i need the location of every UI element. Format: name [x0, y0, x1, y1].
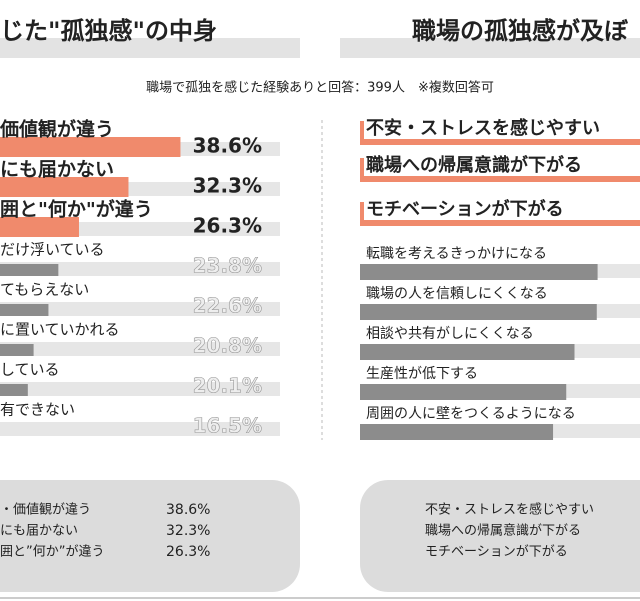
left-title: じた"孤独感"の中身	[0, 17, 217, 45]
value-label: 38.6%	[193, 134, 262, 158]
label-bg	[360, 366, 610, 384]
value-label: 23.8%	[193, 254, 262, 278]
bar-label: 囲と"何か"が違う	[0, 198, 153, 221]
bar-label: だけ浮いている	[0, 241, 105, 259]
bar	[360, 424, 554, 440]
title-band	[340, 38, 640, 58]
bar	[360, 344, 575, 360]
bar	[360, 384, 567, 400]
summary-value: 32.3%	[166, 523, 210, 539]
summary-label: 不安・ストレスを感じやすい	[425, 502, 594, 518]
bar-label: 周囲の人に壁をつくるようになる	[366, 406, 576, 422]
bar-track	[0, 382, 280, 396]
label-bg	[360, 286, 610, 304]
value-label: 20.1%	[193, 374, 262, 398]
label-bg	[360, 246, 610, 264]
bar-label: 生産性が低下する	[366, 366, 478, 382]
bar	[0, 217, 79, 237]
summary-label: 囲と”何か”が違う	[0, 544, 104, 560]
label-bg	[364, 154, 640, 176]
bar	[0, 304, 49, 316]
summary-value: 38.6%	[166, 502, 210, 518]
bar-track	[0, 262, 280, 276]
bar	[0, 137, 181, 157]
bar-label: 職場への帰属意識が下がる	[366, 154, 582, 176]
label-bg	[360, 326, 610, 344]
bar-label: にも届かない	[0, 159, 114, 181]
summary-label: ・価値観が違う	[0, 502, 91, 518]
subtitle: 職場で孤独を感じた経験ありと回答：399人 ※複数回答可	[146, 80, 494, 96]
summary-label: 職場への帰属意識が下がる	[425, 523, 581, 539]
label-bg	[364, 198, 640, 220]
bar-label: に置いていかれる	[0, 321, 120, 339]
bar-label: 転職を考えるきっかけになる	[366, 246, 547, 262]
bar	[0, 264, 59, 276]
bar	[360, 304, 597, 320]
summary-box	[360, 480, 640, 592]
value-label: 32.3%	[193, 174, 262, 198]
summary-value: 26.3%	[166, 544, 210, 560]
right-title: 職場の孤独感が及ぼ	[412, 17, 629, 45]
value-label: 16.5%	[193, 414, 262, 438]
bar-label: てもらえない	[0, 281, 89, 299]
bar-track	[0, 422, 280, 436]
bar	[0, 384, 28, 396]
value-label: 26.3%	[193, 214, 262, 238]
summary-box	[0, 480, 300, 592]
bar-label: している	[0, 361, 60, 379]
bar	[360, 264, 598, 280]
label-bg	[364, 117, 640, 139]
title-band	[0, 38, 300, 58]
value-label: 20.8%	[193, 334, 262, 358]
value-label: 22.6%	[193, 294, 262, 318]
bar-label: モチベーションが下がる	[366, 198, 564, 220]
bar	[0, 344, 34, 356]
bar-label: 相談や共有がしにくくなる	[366, 326, 534, 342]
bar-label: 不安・ストレスを感じやすい	[366, 117, 600, 139]
bar-track	[0, 342, 280, 356]
bar-label: 価値観が違う	[0, 118, 114, 141]
label-bg	[360, 406, 610, 424]
summary-label: モチベーションが下がる	[425, 545, 568, 560]
bar	[0, 177, 129, 197]
bar-track	[0, 302, 280, 316]
bar-label: 有できない	[0, 401, 75, 419]
bar-label: 職場の人を信頼しにくくなる	[366, 286, 548, 302]
summary-label: にも届かない	[0, 524, 78, 539]
